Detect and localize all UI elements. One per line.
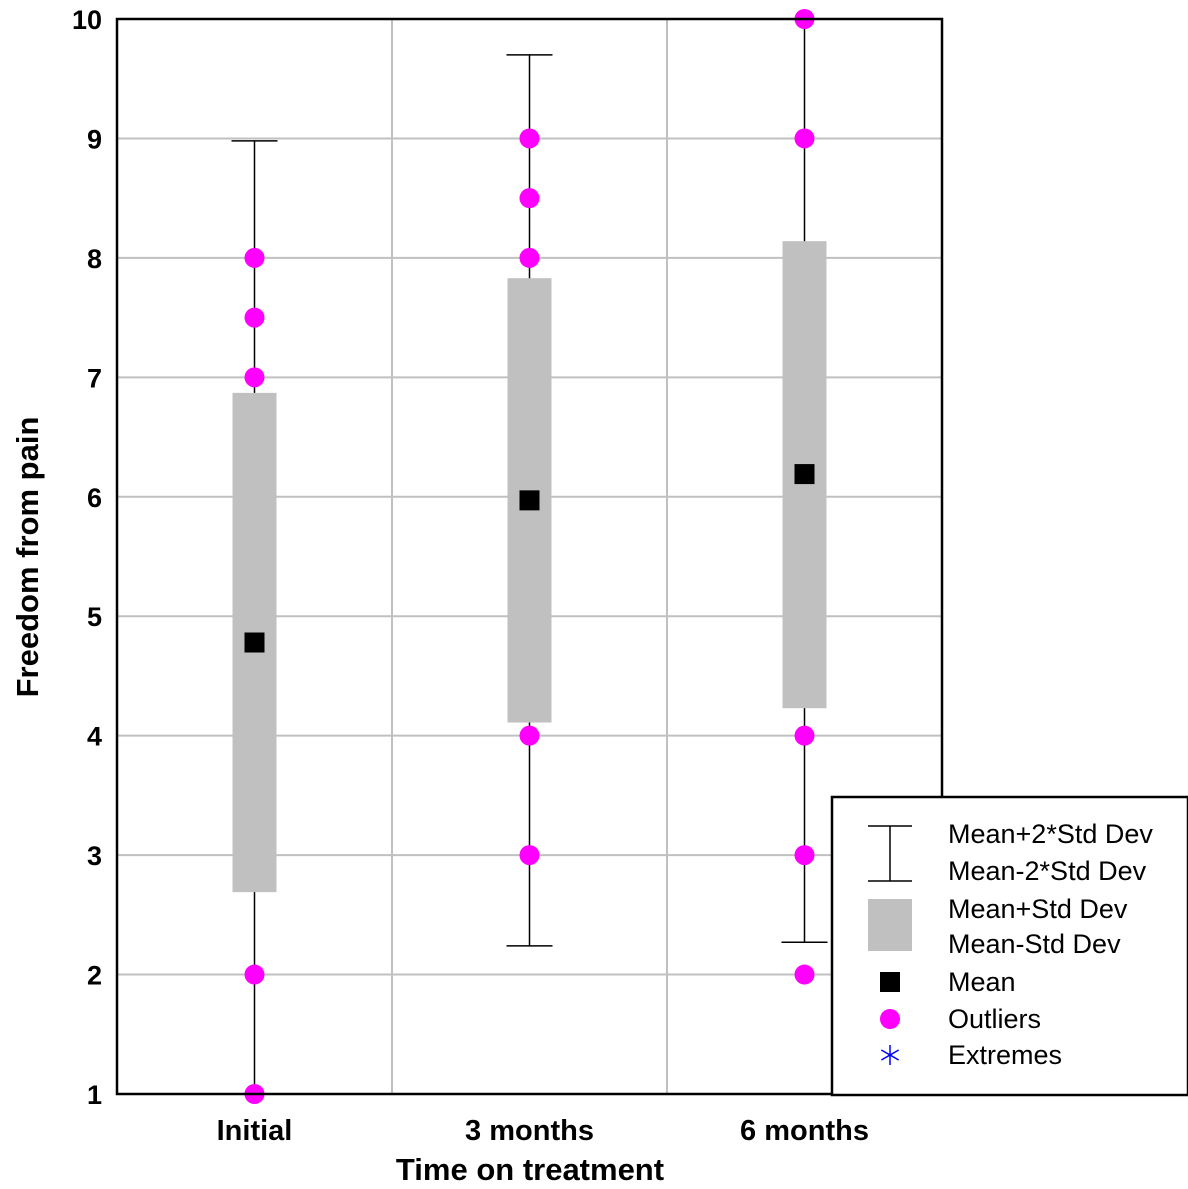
y-tick-labels: 1 2 3 4 5 6 7 8 9 10 [72,5,102,1110]
x-tick-label: 6 months [740,1115,869,1147]
outlier-point [519,188,540,209]
y-tick-label: 10 [72,5,102,35]
outlier-point [794,725,815,746]
x-tick-labels: Initial 3 months 6 months [217,1115,869,1147]
mean-marker [519,490,540,511]
mean-marker [794,464,815,485]
outlier-point [519,725,540,746]
y-tick-label: 8 [87,244,102,274]
y-tick-label: 3 [87,841,102,871]
x-tick-label: Initial [217,1115,293,1147]
box-series [231,9,828,1104]
y-tick-label: 1 [87,1080,102,1110]
legend-box-icon [868,899,912,951]
legend-label: Mean-Std Dev [948,929,1121,959]
outlier-point [519,247,540,268]
outlier-point [244,247,265,268]
legend-label: Mean+Std Dev [948,894,1128,924]
mean-marker [244,632,265,653]
legend-label: Mean [948,967,1016,997]
outlier-point [244,964,265,985]
plot-frame [115,17,944,1096]
legend-outlier-icon [880,1009,900,1029]
legend-label: Extremes [948,1040,1062,1070]
y-tick-label: 4 [87,722,102,752]
box-group [506,54,553,947]
y-tick-label: 2 [87,961,102,991]
outlier-point [794,128,815,149]
y-tick-label: 5 [87,602,102,632]
outlier-point [244,307,265,328]
x-tick-label: 3 months [465,1115,594,1147]
legend: Mean+2*Std Dev Mean-2*Std Dev Mean+Std Dev… [830,795,1188,1097]
legend-label: Outliers [948,1004,1041,1034]
legend-label: Mean+2*Std Dev [948,819,1153,849]
box-group [231,140,278,1104]
y-tick-label: 6 [87,483,102,513]
legend-label: Mean-2*Std Dev [948,856,1147,886]
legend-mean-icon [880,972,900,992]
outlier-point [519,845,540,866]
y-axis-title: Freedom from pain [10,417,45,698]
outlier-point [244,367,265,388]
outlier-point [794,845,815,866]
outlier-point [519,128,540,149]
legend-box [830,795,1188,1097]
outlier-point [794,964,815,985]
box-group [781,9,828,985]
x-axis-title: Time on treatment [396,1152,664,1187]
y-tick-label: 9 [87,124,102,154]
legend-extreme-icon [880,1045,900,1065]
y-tick-label: 7 [87,363,102,393]
